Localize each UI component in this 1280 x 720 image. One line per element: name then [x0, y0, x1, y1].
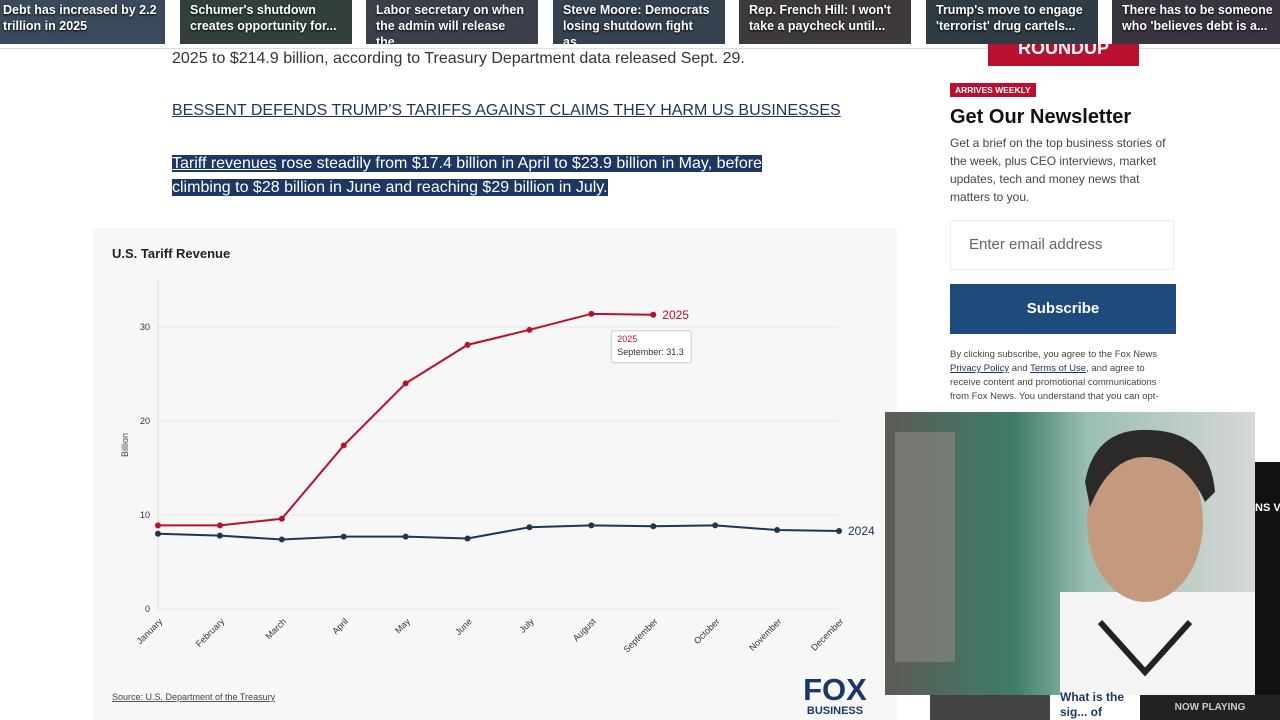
x-tick-label: February — [194, 616, 227, 649]
article-paragraph: Tariff revenues rose steadily from $17.4… — [172, 152, 812, 199]
email-input[interactable]: Enter email address — [950, 220, 1174, 270]
now-playing: NOW PLAYING — [1140, 695, 1280, 720]
legal: and — [1009, 363, 1031, 374]
headline[interactable]: Trump's move to engage 'terrorist' drug … — [936, 3, 1083, 33]
data-point — [712, 522, 719, 529]
related-link[interactable]: BESSENT DEFENDS TRUMP'S TARIFFS AGAINST … — [172, 102, 841, 119]
data-point — [216, 522, 223, 529]
x-tick-label: September — [621, 616, 659, 654]
headline[interactable]: Debt has increased by 2.2 trillion in 20… — [3, 3, 157, 33]
legal-text: By clicking subscribe, you agree to the … — [950, 348, 1176, 404]
banner-text: ROUNDUP — [1017, 44, 1109, 58]
newsletter-description: Get a brief on the top business stories … — [950, 136, 1166, 204]
video-player[interactable] — [885, 412, 1255, 695]
y-tick-label: 10 — [140, 510, 150, 520]
data-point — [526, 326, 533, 333]
tooltip-title: 2025 — [617, 334, 637, 344]
tooltip: 2025 September: 31.3 — [610, 330, 692, 364]
data-point — [464, 341, 471, 348]
data-point — [464, 535, 471, 542]
headline-card[interactable]: Labor secretary on when the admin will r… — [366, 0, 538, 44]
headline[interactable]: Schumer's shutdown creates opportunity f… — [190, 3, 337, 33]
series-label: 2024 — [848, 524, 875, 538]
y-tick-label: 30 — [140, 322, 150, 332]
data-point — [526, 524, 533, 531]
series-label: 2025 — [662, 308, 689, 322]
chart-card — [93, 228, 897, 720]
badge: ARRIVES WEEKLY — [950, 83, 1036, 97]
data-point — [402, 380, 409, 387]
data-point — [836, 527, 842, 534]
headline-strip: Debt has increased by 2.2 trillion in 20… — [0, 0, 1280, 49]
headline[interactable]: There has to be someone who 'believes de… — [1122, 3, 1273, 33]
data-point — [278, 515, 285, 522]
paragraph-text: rose steadily from $17.4 billion in Apri… — [172, 155, 762, 196]
newsletter-title: Get Our Newsletter — [950, 106, 1132, 128]
legal: By clicking subscribe, you agree to the … — [950, 349, 1157, 360]
x-tick-label: May — [393, 616, 412, 635]
headline-card[interactable]: Schumer's shutdown creates opportunity f… — [180, 0, 352, 44]
side-video: NS VO — [1255, 462, 1280, 695]
data-point — [588, 310, 595, 317]
next-title[interactable]: What is the sig... of Trump's effo... — [1060, 690, 1125, 719]
data-point — [340, 442, 347, 449]
chart: U.S. Tariff Revenue Billion Source: U.S.… — [112, 246, 875, 717]
data-point — [402, 533, 409, 540]
data-point — [278, 536, 285, 543]
x-tick-label: August — [571, 616, 598, 643]
terms-link[interactable]: Terms of Use — [1030, 363, 1087, 374]
x-tick-label: January — [135, 616, 165, 646]
headline[interactable]: Labor secretary on when the admin will r… — [376, 3, 524, 44]
video-frame — [895, 429, 1255, 695]
y-tick-label: 20 — [140, 416, 150, 426]
y-axis-label: Billion — [120, 433, 130, 457]
side-text: NS VO — [1255, 502, 1280, 514]
x-tick-label: March — [263, 616, 288, 641]
article-lead: 2025 to $214.9 billion, according to Tre… — [172, 50, 745, 67]
data-point — [155, 530, 161, 537]
headline-card[interactable]: There has to be someone who 'believes de… — [1112, 0, 1280, 44]
headline[interactable]: Steve Moore: Democrats losing shutdown f… — [563, 3, 710, 44]
tooltip-text: September: 31.3 — [617, 347, 684, 357]
data-point — [216, 532, 223, 539]
logo: FOX — [803, 672, 867, 707]
banner: ROUNDUP — [988, 44, 1139, 66]
headline-card[interactable]: Debt has increased by 2.2 trillion in 20… — [0, 0, 165, 44]
privacy-link[interactable]: Privacy Policy — [950, 363, 1010, 374]
x-tick-label: October — [692, 616, 722, 646]
x-tick-label: December — [809, 616, 845, 652]
data-point — [650, 311, 657, 318]
logo: BUSINESS — [807, 705, 863, 717]
data-point — [588, 522, 595, 529]
data-point — [774, 527, 781, 534]
headline-card[interactable]: Trump's move to engage 'terrorist' drug … — [926, 0, 1098, 44]
x-tick-label: June — [453, 616, 474, 637]
chart-title: U.S. Tariff Revenue — [112, 246, 230, 261]
data-point — [650, 523, 657, 530]
y-tick-label: 0 — [145, 604, 150, 614]
next-thumb — [930, 695, 1050, 720]
tooltip-box — [610, 330, 692, 364]
data-point — [340, 533, 347, 540]
data-point — [155, 522, 161, 529]
x-tick-label: July — [517, 616, 536, 635]
x-tick-label: November — [747, 616, 783, 652]
headline-card[interactable]: Steve Moore: Democrats losing shutdown f… — [553, 0, 725, 44]
headline[interactable]: Rep. French Hill: I won't take a paychec… — [749, 3, 891, 33]
paragraph-link[interactable]: Tariff revenues — [172, 155, 277, 172]
series-line — [158, 312, 654, 527]
source[interactable]: Source: U.S. Department of the Treasury — [112, 692, 276, 702]
x-tick-label: April — [330, 616, 350, 636]
series-line — [157, 524, 840, 541]
headline-card[interactable]: Rep. French Hill: I won't take a paychec… — [739, 0, 911, 44]
legal: , and agree to receive content and promo… — [950, 363, 1159, 402]
subscribe-button[interactable]: Subscribe — [950, 284, 1176, 334]
next-up: What is the sig... of Trump's effo... NO… — [930, 690, 1280, 720]
